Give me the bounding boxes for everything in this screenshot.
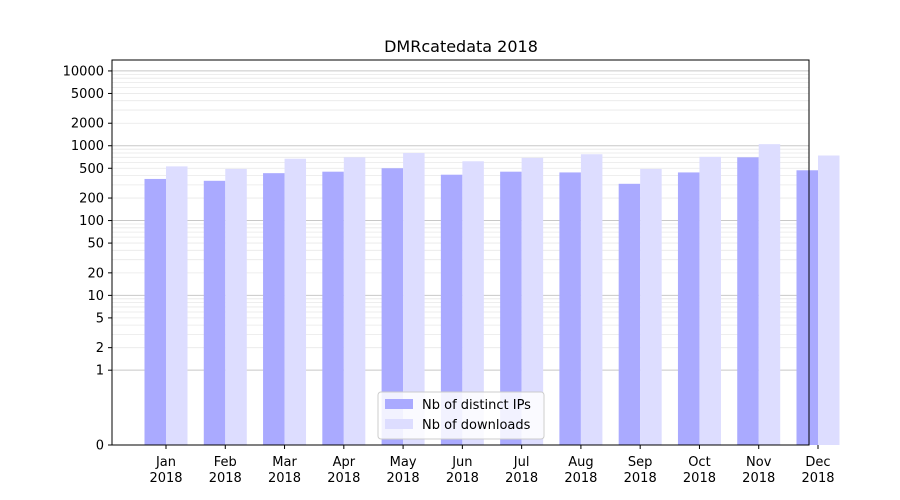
x-tick-label-line: Jan bbox=[155, 455, 176, 470]
legend-swatch bbox=[385, 419, 413, 429]
y-tick-label: 1 bbox=[96, 364, 104, 379]
x-tick-label-line: Apr bbox=[333, 455, 356, 470]
x-tick-label: Feb 2018 bbox=[209, 455, 242, 486]
y-tick-label: 10 bbox=[87, 289, 104, 304]
x-tick-label-line: Nov bbox=[746, 455, 772, 470]
legend-box bbox=[377, 391, 545, 440]
bar bbox=[462, 161, 484, 446]
y-tick-label: 500 bbox=[79, 162, 104, 177]
x-tick-label: Dec 2018 bbox=[801, 455, 834, 486]
bar bbox=[440, 174, 463, 445]
x-tick-label: Nov 2018 bbox=[742, 455, 775, 486]
bar bbox=[737, 157, 759, 445]
bar bbox=[263, 173, 285, 445]
x-tick-label-line: Jul bbox=[513, 455, 530, 470]
x-tick-label-line: 2018 bbox=[683, 471, 716, 486]
x-tick-label-line: Oct bbox=[688, 455, 710, 470]
y-tick-label: 100 bbox=[79, 214, 104, 229]
x-tick-label-line: 2018 bbox=[327, 471, 360, 486]
x-tick-label-line: Dec bbox=[805, 455, 830, 470]
x-tick-label: Jan 2018 bbox=[149, 455, 182, 486]
bar bbox=[144, 178, 166, 445]
bar bbox=[343, 157, 366, 445]
x-tick-label-line: 2018 bbox=[801, 471, 834, 486]
legend: Nb of distinct IPs Nb of downloads bbox=[377, 391, 545, 440]
bar bbox=[225, 168, 247, 445]
bar bbox=[796, 170, 818, 445]
y-tick-label: 10000 bbox=[63, 64, 104, 79]
legend-label: Nb of distinct IPs bbox=[422, 398, 531, 413]
x-tick-label-line: 2018 bbox=[209, 471, 242, 486]
y-axis: 0 1 2 5 10 20 50 100 200 500 1000 2000 5000 10000 bbox=[63, 64, 112, 454]
y-tick-label: 20 bbox=[87, 266, 104, 281]
bar bbox=[521, 157, 544, 445]
y-tick-label: 1000 bbox=[71, 139, 104, 154]
bar bbox=[618, 183, 641, 446]
y-tick-label: 50 bbox=[87, 237, 104, 252]
x-tick-label-line: 2018 bbox=[505, 471, 538, 486]
x-tick-label: Oct 2018 bbox=[683, 455, 716, 486]
bar bbox=[203, 180, 226, 445]
bar bbox=[166, 166, 188, 445]
x-tick-label-line: Sep bbox=[628, 455, 653, 470]
x-tick-label-line: 2018 bbox=[564, 471, 597, 486]
x-tick-label-line: 2018 bbox=[742, 471, 775, 486]
x-tick-label-line: 2018 bbox=[149, 471, 182, 486]
x-tick-label-line: 2018 bbox=[268, 471, 301, 486]
x-tick-label: Aug 2018 bbox=[564, 455, 597, 486]
bar bbox=[559, 172, 581, 445]
y-tick-label: 2 bbox=[96, 341, 104, 356]
y-tick-label: 5 bbox=[96, 311, 104, 326]
bar bbox=[403, 152, 425, 445]
bar bbox=[381, 168, 404, 445]
bar bbox=[322, 171, 344, 445]
axes-frame bbox=[111, 59, 810, 446]
x-tick-label-line: 2018 bbox=[446, 471, 479, 486]
y-tick-label: 0 bbox=[96, 439, 104, 454]
x-tick-label: Mar 2018 bbox=[268, 455, 301, 486]
x-tick-label-line: 2018 bbox=[387, 471, 420, 486]
x-tick-label: Jul 2018 bbox=[505, 455, 538, 486]
legend-swatch bbox=[385, 399, 413, 409]
x-tick-label-line: Feb bbox=[214, 455, 237, 470]
chart-title: DMRcatedata 2018 bbox=[384, 37, 538, 56]
y-tick-label: 5000 bbox=[71, 87, 104, 102]
x-tick-label: Jun 2018 bbox=[446, 455, 479, 486]
x-tick-label: Sep 2018 bbox=[624, 455, 657, 486]
x-tick-label-line: 2018 bbox=[624, 471, 657, 486]
bar bbox=[640, 168, 662, 445]
bar bbox=[500, 171, 522, 445]
x-tick-label: Apr 2018 bbox=[327, 455, 360, 486]
y-tick-label: 2000 bbox=[71, 117, 104, 132]
bar bbox=[580, 154, 603, 445]
x-tick-label: May 2018 bbox=[387, 455, 420, 486]
bar bbox=[677, 172, 700, 445]
x-tick-label-line: Mar bbox=[272, 455, 297, 470]
bar bbox=[818, 155, 840, 445]
x-tick-label-line: Aug bbox=[568, 455, 593, 470]
bar bbox=[284, 158, 307, 445]
bar bbox=[758, 144, 781, 445]
x-tick-label-line: Jun bbox=[451, 455, 472, 470]
y-tick-label: 200 bbox=[79, 192, 104, 207]
legend-label: Nb of downloads bbox=[422, 418, 531, 433]
bars bbox=[144, 144, 840, 446]
x-tick-label-line: May bbox=[390, 455, 417, 470]
bar bbox=[699, 156, 721, 445]
